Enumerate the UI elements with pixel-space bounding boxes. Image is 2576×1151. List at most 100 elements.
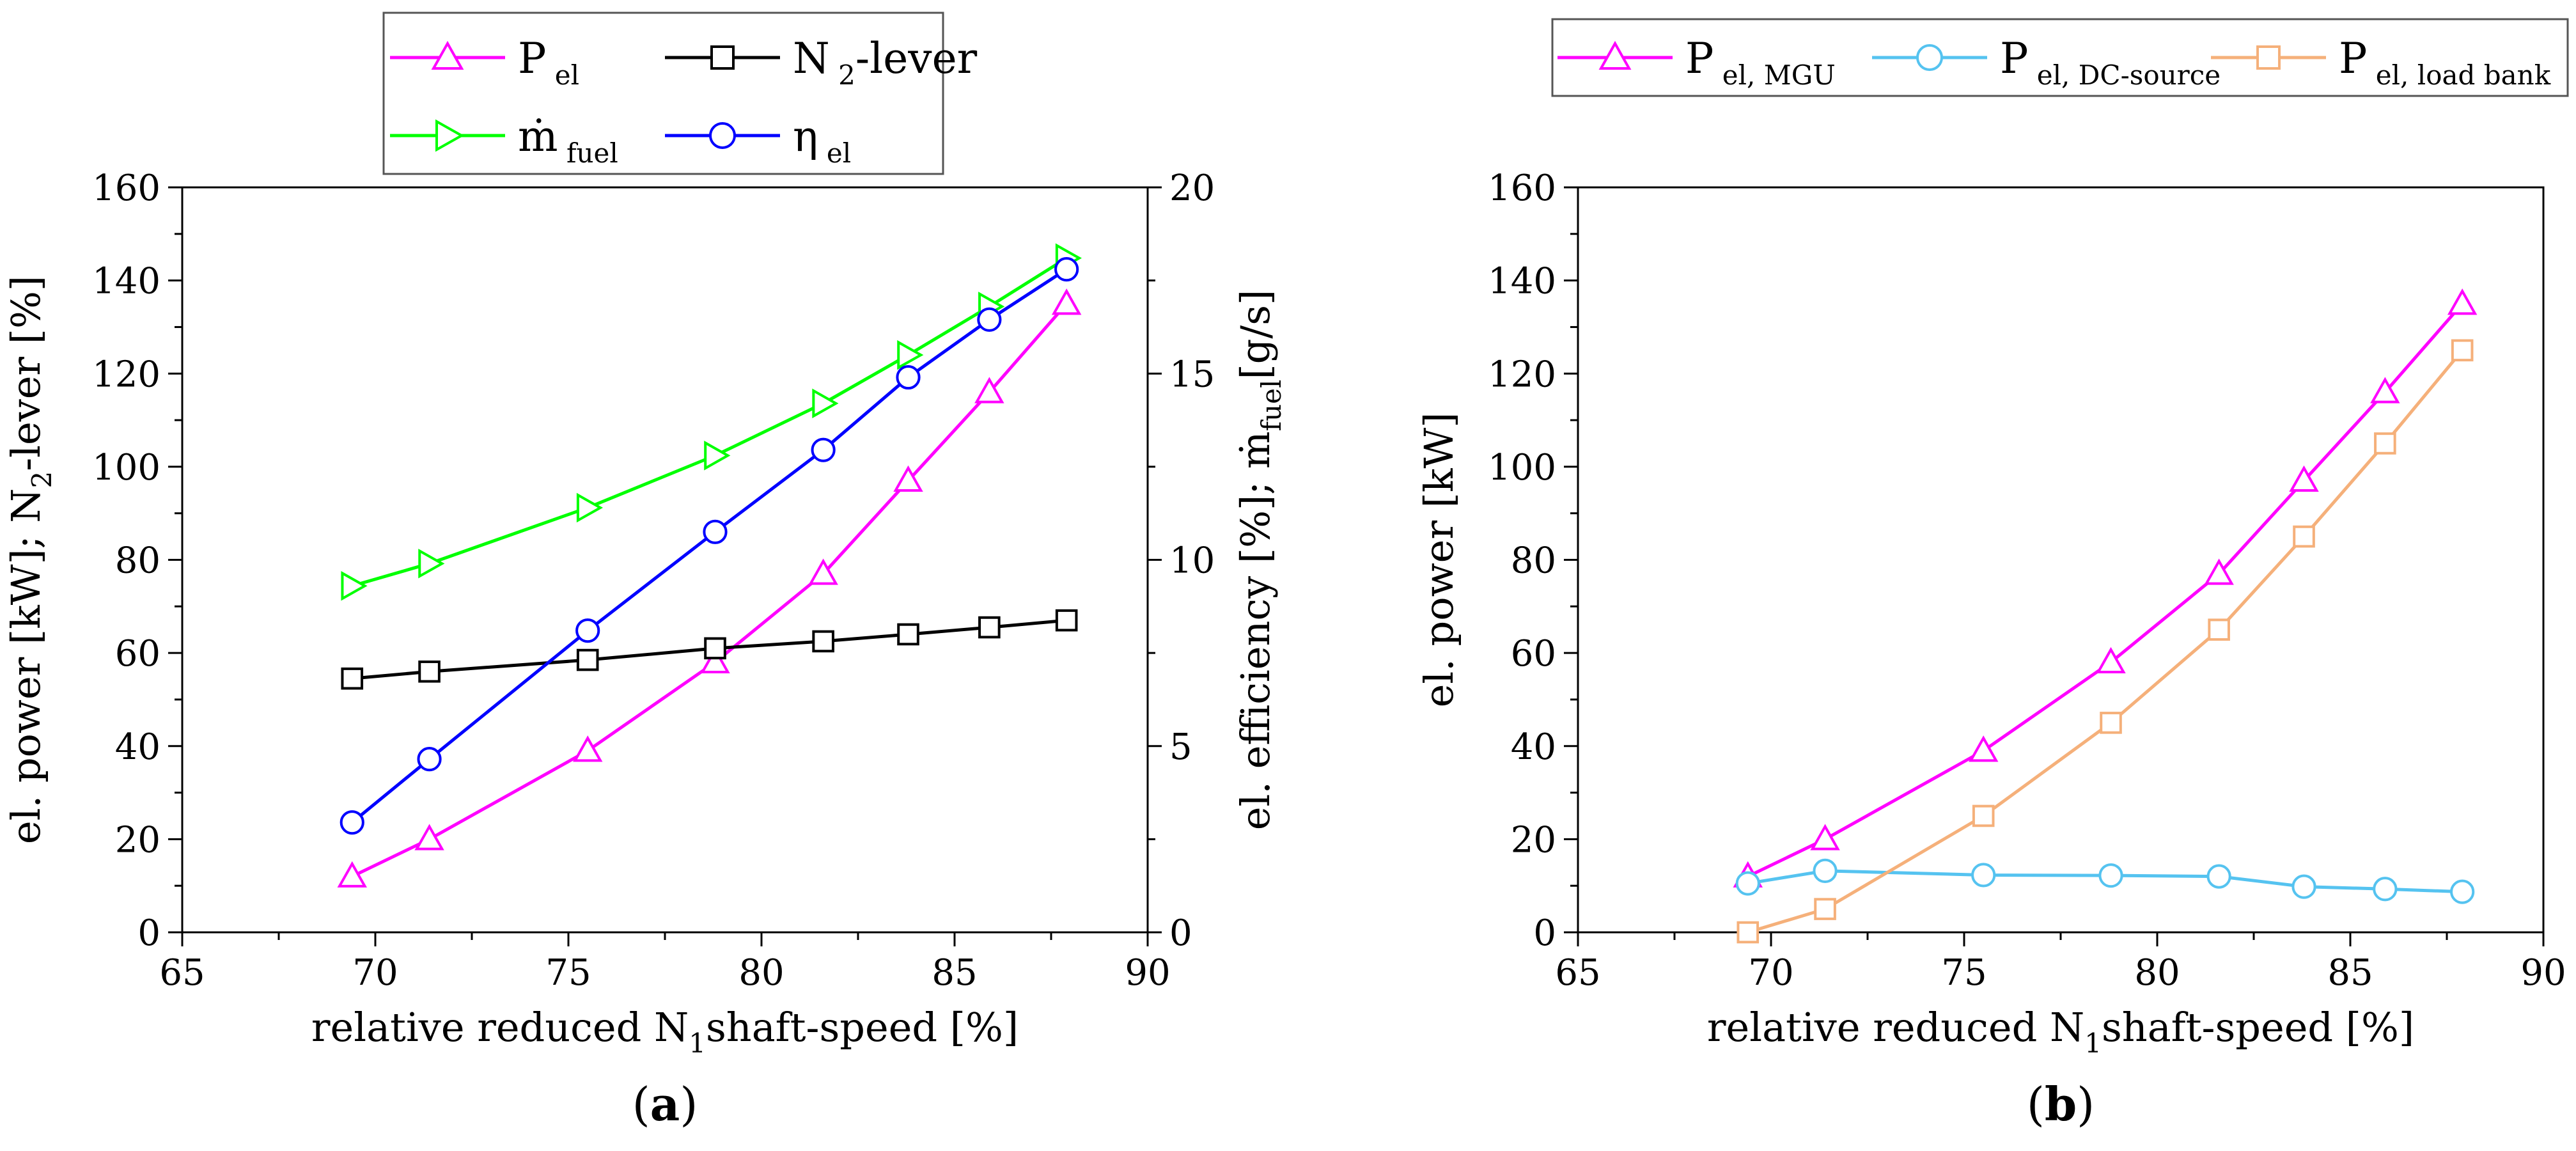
y-tick-label: 160 — [92, 168, 160, 209]
y2-axis-label-sub: fuel — [1256, 380, 1287, 432]
data-point-marker — [2370, 377, 2400, 403]
series-2 — [341, 243, 1082, 601]
legend-label: N 2-lever — [793, 34, 978, 91]
data-point-marker — [576, 648, 599, 671]
data-point-marker — [700, 646, 730, 673]
x-tick-label: 80 — [738, 952, 784, 994]
y-tick-label: 60 — [115, 633, 160, 675]
data-point-marker — [2451, 339, 2474, 362]
y2-tick-label: 20 — [1169, 168, 1215, 209]
x-tick-label: 80 — [2134, 952, 2180, 994]
x-tick-label: 65 — [159, 952, 205, 994]
data-point-marker — [1810, 824, 1840, 850]
data-point-marker — [576, 492, 604, 523]
data-point-marker — [2450, 879, 2475, 904]
y-axis-label: el. power [kW]; N2-lever [%] — [3, 276, 58, 844]
series-0 — [1733, 288, 2478, 888]
data-point-marker — [896, 364, 921, 390]
series-line — [1747, 869, 2463, 894]
data-point-marker — [2100, 712, 2122, 734]
x-tick-label: 90 — [1125, 952, 1170, 994]
y-tick-label: 40 — [1511, 726, 1556, 768]
legend-entry-0: P el, MGU — [1557, 34, 1836, 91]
x-axis-label-sub: 1 — [2084, 1028, 2102, 1059]
series-1 — [1735, 858, 2475, 904]
legend-entry-1: N 2-lever — [665, 34, 978, 91]
x-tick-label: 70 — [352, 952, 398, 994]
y-tick-label: 120 — [92, 354, 160, 395]
y-tick-label: 140 — [92, 261, 160, 302]
data-point-marker — [2208, 618, 2230, 641]
x-axis-label: relative reduced N1shaft-speed [%] — [311, 1004, 1019, 1059]
data-point-marker — [974, 377, 1004, 403]
y-tick-label: 60 — [1511, 633, 1556, 675]
data-point-marker — [812, 630, 834, 653]
data-point-marker — [2291, 874, 2316, 899]
data-point-marker — [977, 307, 1002, 332]
y-tick-label: 100 — [92, 447, 160, 489]
x-axis-label-rest: shaft-speed [%] — [706, 1004, 1019, 1051]
data-point-marker — [414, 824, 444, 850]
chart-panel-b: 65 70 75 80 85 90 0 20 40 60 80 100 120 140 160 relativ… — [1416, 18, 2569, 1131]
data-point-marker — [2374, 432, 2396, 455]
y2-tick-label: 10 — [1169, 540, 1215, 582]
data-point-marker — [978, 616, 1001, 639]
y2-axis-label-mdot: ṁ — [1232, 431, 1279, 469]
legend-label: η el — [793, 112, 851, 169]
y-tick-label: 140 — [1488, 261, 1556, 302]
legend-label: ṁ fuel — [518, 112, 618, 169]
data-point-marker — [417, 747, 442, 772]
legend-label-main: P — [2339, 34, 2367, 83]
legend-entry-0: P el — [390, 34, 579, 91]
y-tick-label: 40 — [115, 726, 160, 768]
y-tick-label: 160 — [1488, 168, 1556, 209]
legend-marker — [435, 119, 465, 152]
series-1 — [341, 609, 1078, 690]
legend-marker — [431, 40, 464, 70]
y-tick-label: 100 — [1488, 447, 1556, 489]
y-tick-label: 20 — [1511, 819, 1556, 861]
data-point-marker — [340, 810, 364, 835]
x-tick-label: 65 — [1555, 952, 1600, 994]
series-line — [352, 618, 1067, 680]
x-axis-label: relative reduced N1shaft-speed [%] — [1707, 1004, 2414, 1059]
legend-label-sub: el, DC-source — [2028, 59, 2221, 91]
data-point-marker — [703, 519, 728, 544]
data-point-marker — [704, 637, 726, 660]
data-point-marker — [2206, 864, 2231, 889]
legend-marker — [2256, 45, 2281, 70]
x-tick-label: 90 — [2520, 952, 2566, 994]
data-point-marker — [2289, 465, 2319, 492]
data-point-marker — [1735, 871, 1760, 896]
panel-label-open: ( — [632, 1077, 650, 1131]
panel-label: (b) — [2027, 1077, 2095, 1131]
x-tick-label: 85 — [2327, 952, 2373, 994]
y-tick-label: 0 — [137, 912, 160, 954]
y2-axis-label-main: el. efficiency [%]; — [1232, 469, 1279, 830]
data-point-marker — [808, 558, 838, 585]
series-line — [351, 268, 1068, 824]
series-2 — [1737, 339, 2474, 944]
data-point-marker — [572, 735, 603, 762]
x-tick-label: 85 — [932, 952, 977, 994]
y-tick-label: 80 — [1511, 540, 1556, 582]
x-axis-label-main: relative reduced N — [1707, 1004, 2084, 1051]
legend-label: P el, DC-source — [2000, 34, 2221, 91]
data-point-marker — [337, 861, 367, 888]
legend-entry-1: P el, DC-source — [1872, 34, 2221, 91]
legend-label-main: P — [2000, 34, 2028, 83]
data-point-marker — [1737, 921, 1760, 944]
legend-marker — [710, 45, 735, 70]
legend-label-main: N — [793, 34, 830, 83]
x-axis-label-main: relative reduced N — [311, 1004, 689, 1051]
legend-box — [1551, 18, 2569, 97]
legend-label-sub: el, MGU — [1713, 59, 1835, 91]
data-point-marker — [2293, 525, 2315, 548]
y-tick-label: 20 — [115, 819, 160, 861]
series-line — [1747, 349, 2464, 934]
legend-label-sub: el — [818, 137, 852, 169]
legend: P el N 2-lever ṁ fuel η el — [382, 12, 978, 175]
y2-axis-label-rest: [g/s] — [1232, 290, 1279, 380]
x-axis-label-rest: shaft-speed [%] — [2102, 1004, 2414, 1051]
